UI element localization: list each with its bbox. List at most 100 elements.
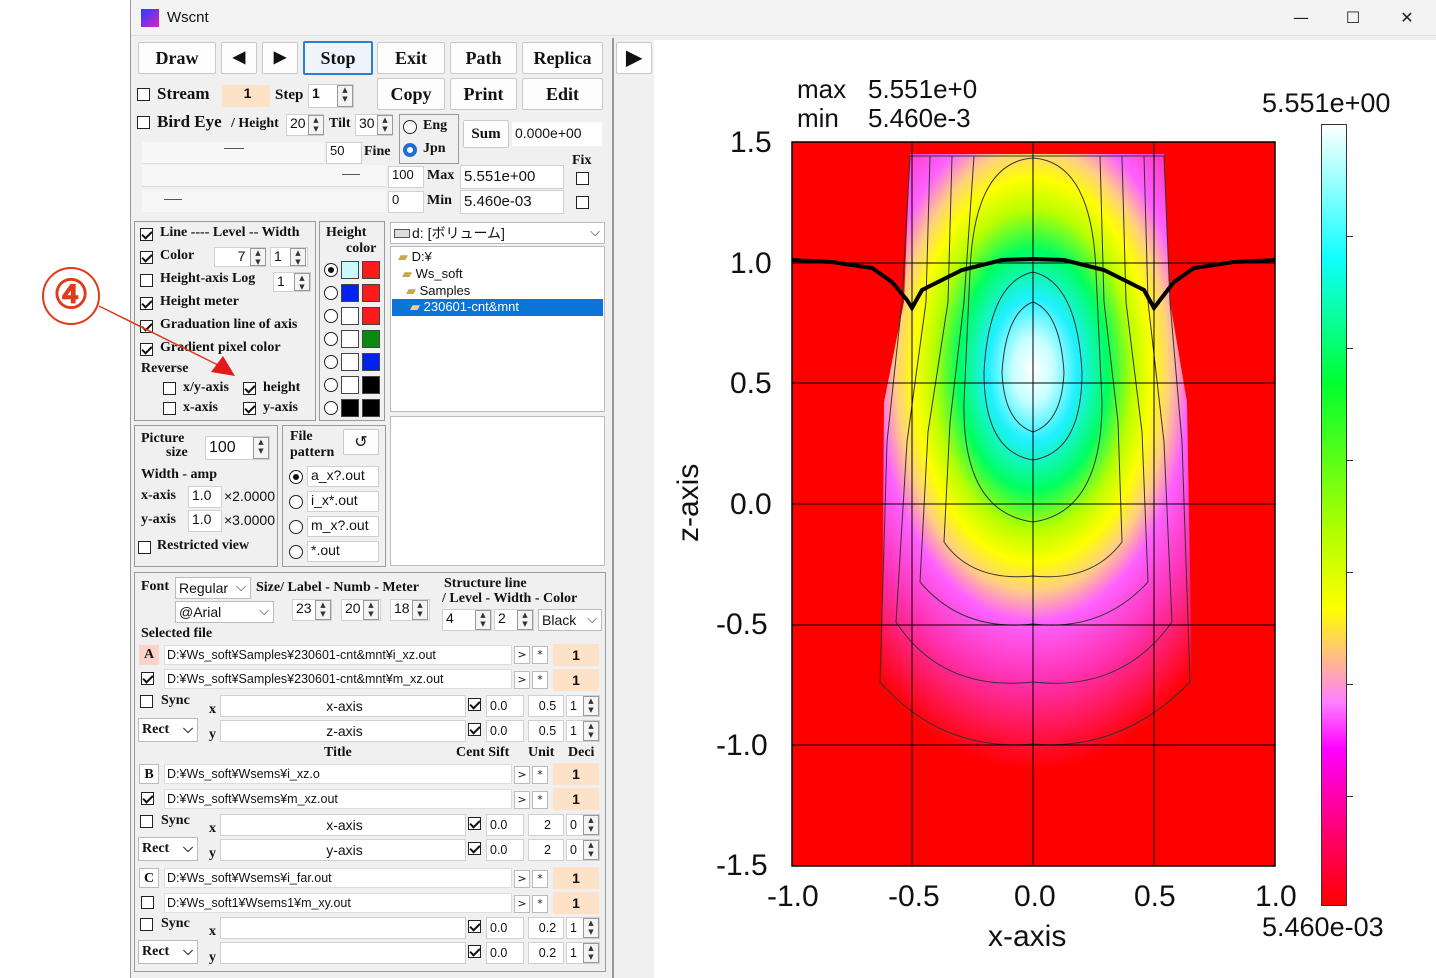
- reverse-height-checkbox[interactable]: [243, 382, 256, 395]
- pattern-input[interactable]: *.out: [307, 541, 379, 562]
- slider-thumb-3[interactable]: [164, 199, 182, 200]
- group-b-file1[interactable]: D:¥Ws_soft¥Wsems¥i_xz.o: [164, 764, 512, 784]
- pattern-input[interactable]: m_x?.out: [307, 516, 379, 537]
- group-b-file2-checkbox[interactable]: [141, 792, 154, 805]
- group-c-x-cent-checkbox[interactable]: [468, 920, 481, 933]
- group-b-y-deci-spinner[interactable]: ▲ ▼: [583, 840, 599, 860]
- folder-tree[interactable]: [390, 246, 605, 412]
- color-scheme-radio-6[interactable]: [324, 378, 338, 392]
- sum-button[interactable]: Sum: [463, 120, 509, 148]
- min-input[interactable]: 5.460e-03: [460, 190, 564, 214]
- group-c-n2[interactable]: 1: [553, 892, 599, 914]
- group-a-x-unit[interactable]: 0.5: [528, 695, 564, 717]
- slider-thumb-1[interactable]: [224, 148, 244, 149]
- label-size-spinner[interactable]: ▲ ▼: [315, 600, 331, 620]
- color-scheme-radio-4[interactable]: [324, 332, 338, 346]
- height-meter-checkbox[interactable]: [140, 297, 153, 310]
- birdeye-slider-3[interactable]: [142, 190, 386, 212]
- group-c-sync-checkbox[interactable]: [140, 918, 153, 931]
- tilt-spinner[interactable]: ▲ ▼: [377, 115, 393, 135]
- edit-button[interactable]: Edit: [522, 78, 603, 110]
- group-a-y-deci-spinner[interactable]: ▲ ▼: [583, 721, 599, 741]
- fix-min-checkbox[interactable]: [576, 196, 589, 209]
- group-b-file2[interactable]: D:¥Ws_soft¥Wsems¥m_xz.out: [164, 789, 512, 809]
- reverse-y-checkbox[interactable]: [243, 402, 256, 415]
- group-a-file2-star[interactable]: *: [532, 671, 548, 689]
- group-c-x-deci-spinner[interactable]: ▲ ▼: [583, 918, 599, 938]
- group-a-x-cent-checkbox[interactable]: [468, 698, 481, 711]
- structure-level-spinner[interactable]: ▲ ▼: [475, 610, 491, 630]
- next-button[interactable]: ▶: [262, 42, 298, 74]
- group-b-x-deci-spinner[interactable]: ▲ ▼: [583, 815, 599, 835]
- color-swatch[interactable]: [341, 261, 359, 279]
- group-b-n2[interactable]: 1: [553, 788, 599, 810]
- group-a-y-title[interactable]: z-axis: [220, 720, 466, 742]
- group-c-file1[interactable]: D:¥Ws_soft¥Wsems¥i_far.out: [164, 868, 512, 888]
- birdeye-slider-1[interactable]: [142, 142, 324, 164]
- close-button[interactable]: ✕: [1400, 8, 1414, 27]
- group-c-y-cent[interactable]: 0.0: [486, 942, 524, 964]
- group-b-x-title[interactable]: x-axis: [220, 814, 466, 836]
- group-a-y-cent-checkbox[interactable]: [468, 723, 481, 736]
- group-b-y-cent-checkbox[interactable]: [468, 842, 481, 855]
- group-c-file1-next[interactable]: >: [514, 870, 530, 888]
- meter-size-spinner[interactable]: ▲ ▼: [412, 600, 428, 620]
- color-swatch[interactable]: [362, 330, 380, 348]
- splitter[interactable]: [612, 38, 614, 978]
- stop-button[interactable]: Stop: [303, 41, 373, 75]
- group-a-n2[interactable]: 1: [553, 669, 599, 691]
- slider-thumb-2[interactable]: [342, 174, 360, 175]
- color-swatch[interactable]: [341, 399, 359, 417]
- group-a-y-unit[interactable]: 0.5: [528, 720, 564, 742]
- exit-button[interactable]: Exit: [377, 42, 445, 74]
- group-c-y-title[interactable]: [220, 942, 466, 964]
- group-b-sync-checkbox[interactable]: [140, 815, 153, 828]
- group-c-x-title[interactable]: [220, 917, 466, 939]
- eng-radio[interactable]: [403, 120, 417, 134]
- color-swatch[interactable]: [362, 399, 380, 417]
- group-c-x-cent[interactable]: 0.0: [486, 917, 524, 939]
- stream-checkbox[interactable]: [137, 88, 150, 101]
- jpn-radio[interactable]: [403, 143, 417, 157]
- group-a-file1-star[interactable]: *: [532, 646, 548, 664]
- color-swatch[interactable]: [341, 376, 359, 394]
- gradient-checkbox[interactable]: [140, 343, 153, 356]
- color-swatch[interactable]: [362, 261, 380, 279]
- path-button[interactable]: Path: [450, 42, 517, 74]
- group-b-y-title[interactable]: y-axis: [220, 839, 466, 861]
- group-c-y-cent-checkbox[interactable]: [468, 945, 481, 958]
- group-b-file1-next[interactable]: >: [514, 766, 530, 784]
- color-checkbox[interactable]: [140, 251, 153, 264]
- group-c-file1-star[interactable]: *: [532, 870, 548, 888]
- height-axis-log-checkbox[interactable]: [140, 274, 153, 287]
- pattern-radio[interactable]: [289, 470, 303, 484]
- color-swatch[interactable]: [341, 330, 359, 348]
- group-a-x-deci-spinner[interactable]: ▲ ▼: [583, 696, 599, 716]
- reverse-x-checkbox[interactable]: [163, 402, 176, 415]
- group-c-file2[interactable]: D:¥Ws_soft1¥Wsems1¥m_xy.out: [164, 893, 512, 913]
- copy-button[interactable]: Copy: [377, 78, 445, 110]
- restricted-view-checkbox[interactable]: [138, 541, 151, 554]
- color-swatch[interactable]: [362, 284, 380, 302]
- group-a-file2[interactable]: D:¥Ws_soft¥Samples¥230601-cnt&mnt¥m_xz.o…: [164, 669, 512, 689]
- group-b-file2-star[interactable]: *: [532, 791, 548, 809]
- play-button[interactable]: ▶: [616, 42, 652, 74]
- draw-button[interactable]: Draw: [138, 42, 216, 74]
- tree-item[interactable]: ▰ Samples: [406, 283, 470, 299]
- drive-select[interactable]: d: [ボリューム]: [390, 222, 605, 244]
- tree-item[interactable]: ▰ D:¥: [398, 249, 432, 265]
- color-scheme-radio-1[interactable]: [324, 263, 338, 277]
- group-b-y-unit[interactable]: 2: [528, 839, 564, 861]
- group-c-file2-next[interactable]: >: [514, 895, 530, 913]
- structure-color-select[interactable]: Black: [538, 609, 602, 631]
- group-c-file2-checkbox[interactable]: [141, 896, 154, 909]
- color-swatch[interactable]: [362, 307, 380, 325]
- group-c-x-unit[interactable]: 0.2: [528, 917, 564, 939]
- group-c-y-deci-spinner[interactable]: ▲ ▼: [583, 943, 599, 963]
- yaxis-amp-input[interactable]: 1.0: [188, 510, 222, 532]
- group-b-x-cent-checkbox[interactable]: [468, 817, 481, 830]
- group-a-mode-select[interactable]: Rect: [138, 718, 198, 742]
- file-list[interactable]: [390, 416, 605, 566]
- font-family-select[interactable]: @Arial: [175, 601, 274, 623]
- color-scheme-radio-2[interactable]: [324, 286, 338, 300]
